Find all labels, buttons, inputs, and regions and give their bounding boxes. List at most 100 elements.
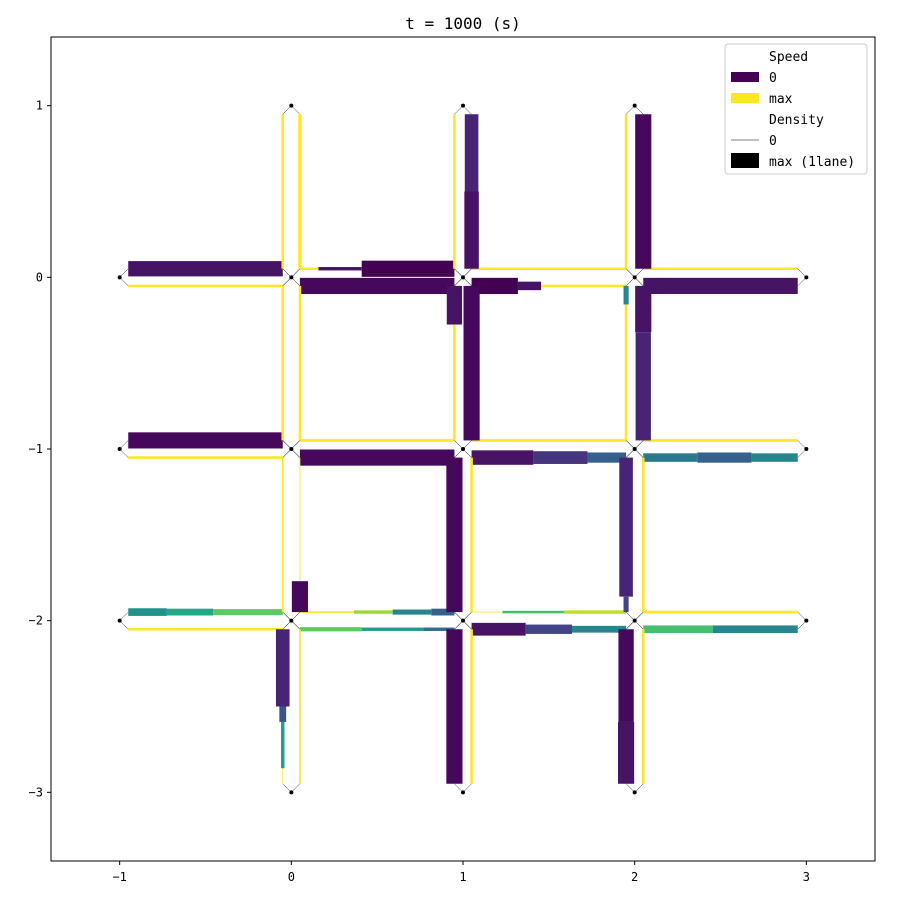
link-37-segment-0 (291, 581, 308, 613)
connector-6-0 (797, 268, 807, 278)
node-marker-11 (632, 447, 637, 451)
connector-43-1 (291, 620, 301, 630)
x-tick-label-4: 3 (803, 870, 810, 884)
node-marker-15 (461, 618, 465, 623)
x-tick-label-3: 2 (631, 870, 638, 884)
connector-47-0 (634, 783, 644, 793)
connector-24-0 (282, 105, 292, 115)
link-33-segment-0 (463, 285, 480, 441)
link-42-segment-0 (275, 629, 290, 707)
link-27-segment-0 (464, 191, 479, 269)
chart-title: t = 1000 (s) (405, 14, 521, 33)
link-43-segment-0 (299, 629, 301, 784)
link-42-segment-1 (279, 706, 287, 722)
link-3-segment-0 (299, 277, 455, 294)
link-18-segment-3 (299, 611, 354, 613)
link-47-segment-0 (641, 629, 645, 784)
node-marker-3 (117, 275, 122, 280)
node-marker-19 (461, 790, 465, 795)
connector-22-0 (797, 611, 807, 621)
link-19-segment-0 (299, 627, 362, 632)
link-44-segment-0 (446, 629, 463, 784)
legend-frame (724, 43, 868, 175)
legend-speed-max-swatch (731, 93, 759, 103)
node-marker-7 (804, 275, 809, 280)
legend-density-title: Density (769, 113, 824, 128)
link-35-segment-0 (635, 332, 651, 441)
connector-27-1 (462, 105, 472, 115)
connector-38-0 (454, 448, 464, 458)
connector-35-1 (634, 277, 644, 287)
link-20-segment-1 (502, 610, 565, 614)
node-marker-17 (804, 618, 809, 623)
connector-40-1 (625, 611, 635, 621)
node-marker-20 (632, 790, 637, 795)
connector-33-1 (462, 277, 472, 287)
node-marker-18 (289, 790, 294, 795)
connector-44-1 (454, 783, 464, 793)
connector-31-0 (291, 440, 301, 450)
link-27-segment-1 (464, 114, 479, 192)
link-20-segment-2 (471, 611, 503, 613)
legend-density-zero-label: 0 (769, 134, 777, 149)
connector-30-0 (282, 277, 292, 287)
link-21-segment-2 (572, 625, 627, 633)
connector-32-1 (454, 440, 464, 450)
link-19-segment-2 (423, 627, 455, 631)
connector-14-0 (797, 440, 807, 450)
link-18-segment-0 (431, 608, 455, 616)
link-34-segment-0 (623, 285, 629, 305)
node-markers (117, 103, 809, 795)
connector-46-0 (625, 620, 635, 630)
link-5-segment-0 (471, 277, 518, 294)
connector-32-0 (454, 277, 464, 287)
y-tick-label-3: −2 (29, 614, 43, 628)
link-18-segment-1 (392, 609, 432, 615)
x-tick-label-1: 0 (288, 870, 295, 884)
link-42-segment-3 (282, 768, 284, 784)
node-marker-4 (289, 275, 294, 280)
link-40-segment-0 (619, 457, 633, 597)
x-axis-ticks: −1 0 1 2 3 (112, 861, 810, 884)
link-35-segment-1 (635, 285, 652, 333)
node-marker-8 (117, 447, 122, 451)
link-36-segment-0 (281, 457, 284, 613)
connector-24-1 (282, 268, 292, 278)
legend-speed-title: Speed (769, 50, 808, 65)
legend-speed-zero-label: 0 (769, 71, 777, 86)
connector-42-0 (282, 620, 292, 630)
connector-17-1 (119, 620, 129, 630)
link-0-segment-0 (128, 261, 283, 277)
link-20-segment-0 (564, 610, 627, 614)
connector-38-1 (454, 611, 464, 621)
connector-47-1 (634, 620, 644, 630)
connector-37-0 (291, 611, 301, 621)
legend-density-max-label: max (1lane) (769, 155, 855, 170)
link-21-segment-0 (471, 622, 526, 636)
node-marker-2 (632, 103, 637, 108)
connector-41-0 (634, 611, 644, 621)
connector-7-1 (797, 277, 807, 287)
link-42-segment-2 (281, 721, 285, 769)
link-8-segment-0 (128, 432, 283, 449)
link-15-segment-1 (697, 452, 752, 463)
connector-39-0 (462, 611, 472, 621)
link-15-segment-2 (751, 453, 798, 462)
link-13-segment-2 (587, 452, 627, 463)
link-13-segment-0 (471, 450, 534, 465)
node-marker-0 (289, 103, 294, 108)
link-11-segment-0 (299, 449, 455, 466)
connector-27-0 (462, 268, 472, 278)
node-marker-5 (461, 275, 465, 280)
node-marker-12 (804, 447, 809, 451)
connector-1-1 (119, 277, 129, 287)
connector-0-0 (119, 268, 129, 278)
connector-42-1 (282, 783, 292, 793)
link-7-segment-0 (643, 277, 798, 294)
link-21-segment-1 (525, 624, 573, 634)
x-tick-label-2: 1 (459, 870, 466, 884)
y-axis-ticks: 1 0 −1 −2 −3 (29, 99, 51, 799)
connector-16-0 (119, 611, 129, 621)
link-2-segment-0 (361, 260, 455, 277)
connector-40-0 (625, 448, 635, 458)
